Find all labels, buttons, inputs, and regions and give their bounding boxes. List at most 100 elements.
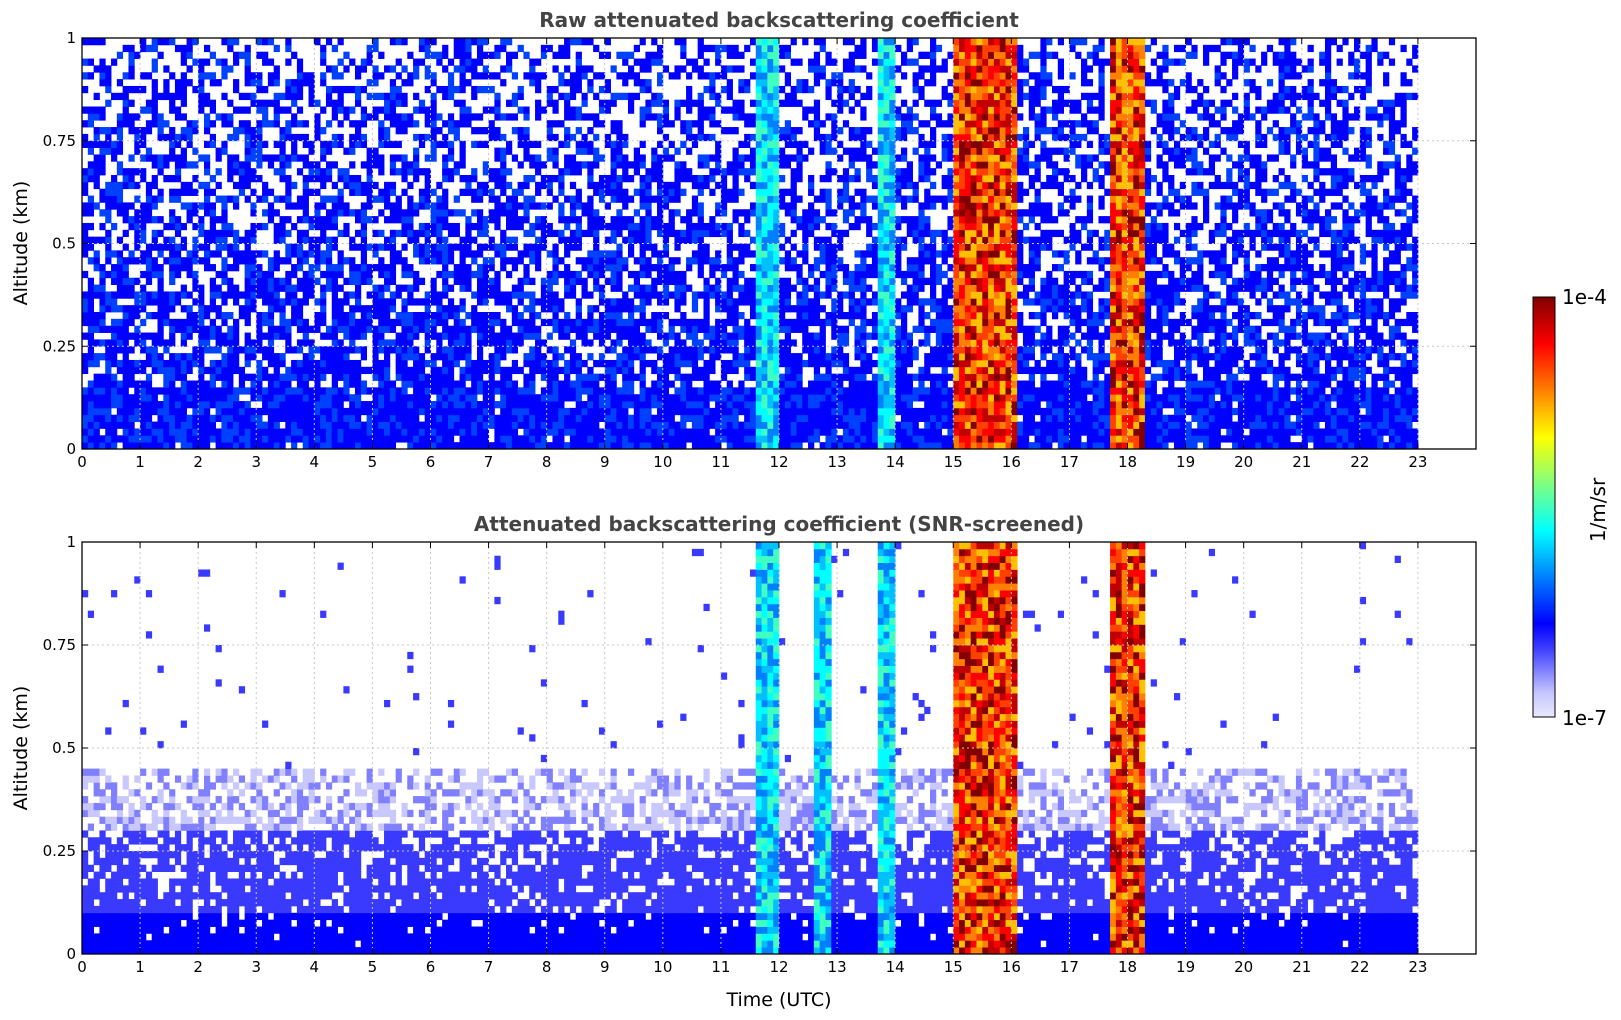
heatmap-cell [320, 332, 327, 340]
heatmap-cell [523, 229, 530, 238]
heatmap-cell [749, 401, 757, 409]
heatmap-cell [134, 181, 141, 190]
heatmap-cell [87, 325, 95, 333]
heatmap-cell [761, 325, 768, 333]
heatmap-cell [186, 312, 193, 320]
heatmap-cell [703, 229, 710, 238]
heatmap-cell [529, 154, 536, 162]
heatmap-cell [529, 243, 536, 251]
heatmap-cell [622, 202, 629, 210]
heatmap-cell [540, 175, 548, 183]
heatmap-cell [558, 380, 565, 388]
heatmap-cell [564, 92, 571, 101]
heatmap-cell [99, 147, 106, 155]
heatmap-cell [540, 435, 548, 443]
heatmap-cell [140, 428, 147, 436]
heatmap-cell [180, 202, 187, 210]
heatmap-cell [116, 387, 124, 395]
heatmap-cell [314, 113, 321, 121]
heatmap-cell [372, 442, 379, 450]
heatmap-cell [349, 407, 356, 416]
heatmap-cell [296, 346, 304, 354]
heatmap-cell [238, 127, 246, 135]
heatmap-cell [349, 373, 356, 381]
heatmap-cell [442, 257, 449, 265]
heatmap-cell [349, 325, 356, 333]
heatmap-cell [540, 51, 548, 59]
heatmap-cell [169, 387, 176, 395]
heatmap-cell [459, 85, 466, 94]
heatmap-cell [233, 79, 240, 87]
heatmap-cell [517, 394, 524, 402]
heatmap-cell [575, 305, 582, 313]
heatmap-cell [273, 387, 280, 395]
heatmap-cell [500, 44, 507, 53]
heatmap-cell [105, 216, 112, 224]
heatmap-cell [610, 264, 617, 272]
heatmap-cell [494, 222, 501, 231]
heatmap-cell [767, 229, 774, 238]
heatmap-cell [389, 209, 397, 217]
heatmap-cell [302, 359, 309, 368]
heatmap-cell [372, 421, 379, 429]
heatmap-cell [372, 79, 379, 87]
heatmap-cell [145, 181, 153, 190]
heatmap-cell [732, 339, 739, 347]
heatmap-cell [157, 339, 164, 347]
heatmap-cell [430, 79, 437, 87]
heatmap-cell [471, 366, 478, 375]
heatmap-cell [267, 291, 275, 299]
heatmap-cell [622, 264, 629, 272]
heatmap-cell [662, 332, 670, 340]
heatmap-cell [99, 236, 106, 244]
heatmap-cell [523, 318, 530, 327]
heatmap-cell [198, 257, 205, 265]
heatmap-cell [157, 250, 164, 258]
heatmap-cell [430, 229, 437, 238]
heatmap-cell [273, 113, 280, 121]
heatmap-cell [726, 264, 733, 272]
heatmap-cell [558, 394, 565, 402]
heatmap-cell [227, 442, 234, 450]
heatmap-cell [633, 332, 640, 340]
heatmap-cell [325, 401, 333, 409]
heatmap-cell [488, 277, 495, 285]
heatmap-cell [784, 291, 792, 299]
heatmap-cell [93, 428, 100, 436]
heatmap-cell [639, 435, 646, 443]
heatmap-cell [337, 188, 344, 196]
heatmap-cell [500, 421, 507, 429]
heatmap-cell [314, 394, 321, 402]
heatmap-cell [349, 291, 356, 299]
heatmap-cell [476, 209, 484, 217]
heatmap-cell [407, 209, 414, 217]
heatmap-cell [285, 270, 292, 279]
heatmap-cell [401, 264, 408, 272]
heatmap-cell [773, 79, 780, 87]
heatmap-cell [151, 353, 158, 361]
heatmap-cell [151, 202, 158, 210]
heatmap-cell [651, 243, 658, 251]
heatmap-cell [233, 318, 240, 327]
heatmap-cell [703, 113, 710, 121]
heatmap-cell [372, 339, 379, 347]
heatmap-cell [575, 414, 582, 422]
heatmap-cell [540, 229, 548, 238]
heatmap-cell [593, 222, 600, 231]
heatmap-cell [233, 414, 240, 422]
heatmap-cell [116, 195, 124, 203]
heatmap-cell [389, 435, 397, 443]
heatmap-cell [564, 270, 571, 279]
heatmap-cell [564, 250, 571, 258]
heatmap-cell [564, 216, 571, 224]
heatmap-cell [401, 175, 408, 183]
heatmap-cell [587, 250, 594, 258]
heatmap-cell [680, 414, 687, 422]
heatmap-cell [82, 72, 89, 80]
heatmap-cell [720, 85, 728, 94]
heatmap-cell [122, 277, 129, 285]
heatmap-cell [233, 359, 240, 368]
heatmap-cell [134, 209, 141, 217]
heatmap-cell [703, 312, 710, 320]
heatmap-cell [151, 442, 158, 450]
